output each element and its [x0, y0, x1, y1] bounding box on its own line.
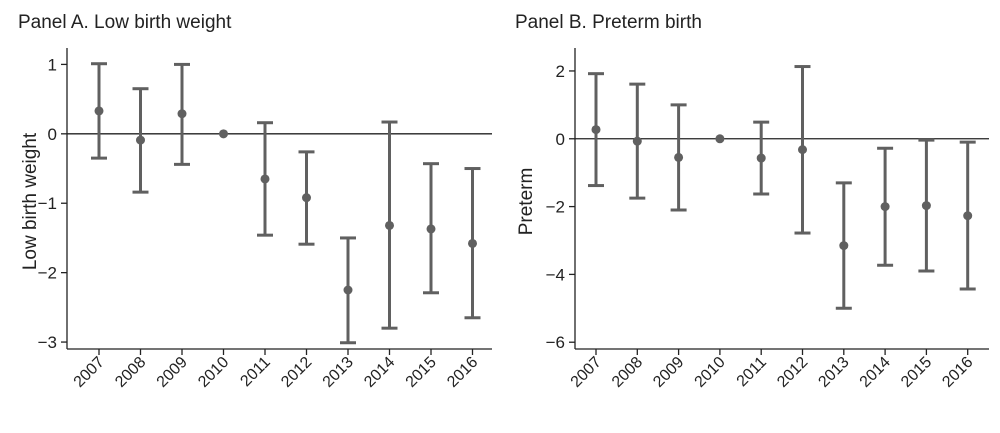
- data-point: [839, 241, 849, 251]
- data-point: [343, 285, 353, 295]
- x-tick-label: 2008: [112, 354, 149, 391]
- data-point: [426, 224, 436, 234]
- data-point: [880, 202, 890, 212]
- data-point: [385, 220, 394, 230]
- x-tick-label: 2007: [568, 354, 605, 391]
- x-tick-label: 2014: [857, 354, 894, 391]
- y-tick-label: −6: [546, 333, 565, 352]
- x-tick-label: 2011: [237, 354, 273, 390]
- x-tick-label: 2010: [692, 354, 729, 391]
- panel-b-title: Panel B. Preterm birth: [515, 12, 702, 33]
- data-point: [715, 134, 725, 144]
- data-point: [94, 106, 104, 116]
- x-tick-label: 2009: [650, 354, 687, 391]
- x-tick-label: 2013: [320, 354, 357, 391]
- data-point: [260, 174, 270, 184]
- data-point: [798, 145, 807, 155]
- data-point: [219, 129, 228, 139]
- data-point: [468, 238, 477, 248]
- x-tick-label: 2012: [278, 354, 315, 391]
- data-point: [921, 201, 931, 211]
- y-tick-label: −1: [38, 194, 57, 213]
- y-tick-label: −2: [546, 198, 565, 217]
- y-tick-label: 2: [556, 62, 565, 81]
- y-tick-label: −3: [38, 333, 57, 352]
- data-point: [591, 125, 601, 135]
- x-tick-label: 2016: [939, 354, 976, 391]
- y-tick-label: 0: [556, 130, 565, 149]
- data-point: [674, 152, 684, 162]
- x-tick-label: 2011: [734, 354, 770, 390]
- x-tick-label: 2009: [154, 354, 191, 391]
- x-tick-label: 2010: [195, 354, 232, 391]
- panel-a-chart: 1 0 −1 −2 −3 Low birth weight 2007 2008 2009 2010…: [20, 48, 492, 391]
- data-point: [136, 135, 145, 145]
- y-tick-label: −4: [546, 265, 565, 284]
- x-tick-label: 2016: [444, 354, 481, 391]
- data-point: [963, 211, 973, 221]
- x-tick-label: 2008: [609, 354, 646, 391]
- y-tick-label: 1: [48, 55, 57, 74]
- y-tick-label: −2: [38, 264, 57, 283]
- panel-a-title: Panel A. Low birth weight: [18, 12, 232, 33]
- data-point: [632, 136, 642, 146]
- x-tick-label: 2013: [815, 354, 852, 391]
- x-tick-label: 2015: [898, 354, 935, 391]
- x-tick-label: 2007: [71, 354, 108, 391]
- x-tick-label: 2012: [774, 354, 811, 391]
- x-tick-label: 2014: [361, 354, 398, 391]
- y-axis-label: Low birth weight: [20, 132, 41, 270]
- data-point: [177, 109, 187, 119]
- data-point: [756, 153, 766, 163]
- y-tick-label: 0: [48, 125, 57, 144]
- y-axis-label: Preterm: [516, 168, 537, 236]
- x-tick-label: 2015: [403, 354, 440, 391]
- data-point: [302, 193, 311, 203]
